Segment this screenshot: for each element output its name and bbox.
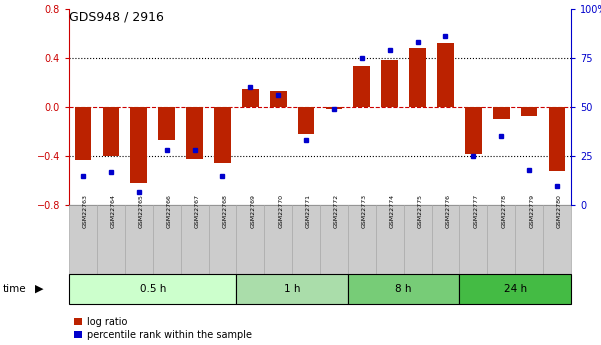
- Bar: [69, 205, 97, 274]
- Bar: [69, 274, 236, 304]
- Text: ▶: ▶: [35, 284, 43, 294]
- Bar: [125, 205, 153, 274]
- Text: GSM22767: GSM22767: [195, 194, 200, 228]
- Bar: [326, 107, 343, 109]
- Bar: [236, 205, 264, 274]
- Bar: [487, 205, 515, 274]
- Text: GSM22769: GSM22769: [251, 194, 255, 228]
- Text: GSM22775: GSM22775: [418, 194, 423, 228]
- Bar: [130, 107, 147, 183]
- Text: GSM22770: GSM22770: [278, 194, 283, 228]
- Text: 24 h: 24 h: [504, 284, 526, 294]
- Bar: [264, 205, 292, 274]
- Text: 8 h: 8 h: [395, 284, 412, 294]
- Text: 0.5 h: 0.5 h: [139, 284, 166, 294]
- Text: GSM22771: GSM22771: [306, 194, 311, 228]
- Bar: [459, 205, 487, 274]
- Text: GSM22776: GSM22776: [445, 194, 451, 228]
- Bar: [348, 205, 376, 274]
- Bar: [459, 274, 571, 304]
- Text: GSM22779: GSM22779: [529, 194, 534, 228]
- Bar: [520, 107, 537, 116]
- Bar: [270, 91, 287, 107]
- Bar: [515, 205, 543, 274]
- Bar: [158, 107, 175, 140]
- Bar: [75, 107, 91, 160]
- Bar: [209, 205, 236, 274]
- Legend: log ratio, percentile rank within the sample: log ratio, percentile rank within the sa…: [74, 317, 252, 340]
- Bar: [465, 107, 482, 154]
- Bar: [409, 48, 426, 107]
- Text: GSM22777: GSM22777: [474, 194, 478, 228]
- Bar: [186, 107, 203, 159]
- Bar: [214, 107, 231, 164]
- Bar: [432, 205, 459, 274]
- Bar: [404, 205, 432, 274]
- Bar: [353, 66, 370, 107]
- Text: GSM22774: GSM22774: [389, 194, 395, 228]
- Bar: [297, 107, 314, 134]
- Bar: [103, 107, 119, 156]
- Text: GSM22763: GSM22763: [83, 194, 88, 228]
- Text: 1 h: 1 h: [284, 284, 300, 294]
- Bar: [97, 205, 125, 274]
- Bar: [543, 205, 571, 274]
- Bar: [348, 274, 459, 304]
- Bar: [181, 205, 209, 274]
- Text: GSM22778: GSM22778: [501, 194, 506, 228]
- Text: GSM22765: GSM22765: [139, 194, 144, 228]
- Bar: [493, 107, 510, 119]
- Text: time: time: [3, 284, 26, 294]
- Bar: [549, 107, 566, 171]
- Text: GSM22780: GSM22780: [557, 194, 562, 228]
- Text: GSM22766: GSM22766: [166, 194, 172, 228]
- Bar: [292, 205, 320, 274]
- Bar: [376, 205, 404, 274]
- Text: GDS948 / 2916: GDS948 / 2916: [69, 10, 164, 23]
- Bar: [236, 274, 348, 304]
- Text: GSM22773: GSM22773: [362, 194, 367, 228]
- Bar: [437, 43, 454, 107]
- Bar: [242, 89, 258, 107]
- Text: GSM22764: GSM22764: [111, 194, 116, 228]
- Bar: [320, 205, 348, 274]
- Text: GSM22768: GSM22768: [222, 194, 227, 228]
- Text: GSM22772: GSM22772: [334, 194, 339, 228]
- Bar: [382, 60, 398, 107]
- Bar: [153, 205, 181, 274]
